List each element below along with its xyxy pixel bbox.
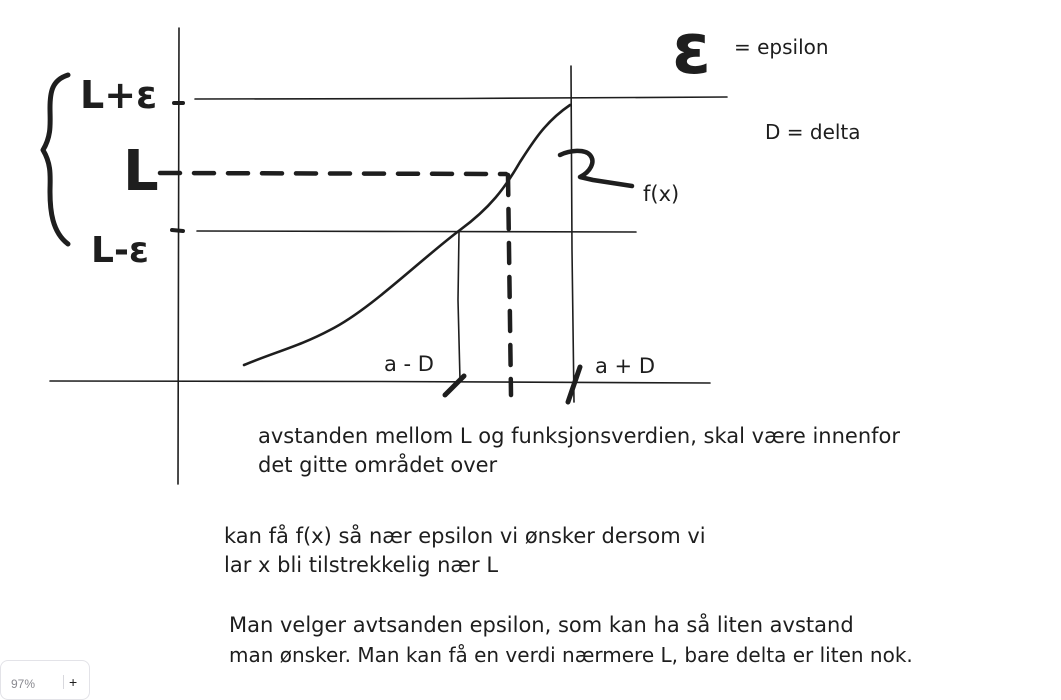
lower-bound-label: L-ɛ	[91, 230, 149, 271]
note-line-4: lar x bli tilstrekkelig nær L	[224, 553, 498, 577]
a-dashed-line	[505, 172, 514, 398]
note-line-6: man ønsker. Man kan få en verdi nærmere …	[229, 643, 913, 667]
a-minus-delta-line	[457, 231, 461, 381]
a-plus-delta-label: a + D	[595, 354, 655, 378]
note-line-3: kan få f(x) så nær epsilon vi ønsker der…	[224, 523, 706, 548]
upper-bound-label: L+ɛ	[80, 73, 157, 117]
epsilon-brace	[40, 72, 71, 247]
lower-label-dash	[170, 228, 185, 233]
epsilon-legend: = epsilon	[734, 35, 829, 59]
zoom-in-button[interactable]: +	[69, 674, 78, 690]
note-line-5: Man velger avtsanden epsilon, som kan ha…	[229, 612, 854, 637]
lower-epsilon-line	[196, 230, 637, 233]
function-pointer	[557, 148, 635, 189]
a-minus-tick	[442, 373, 467, 398]
a-plus-tick	[565, 364, 583, 405]
zoom-level: 97%	[11, 677, 36, 691]
function-curve	[242, 103, 572, 367]
a-minus-delta-label: a - D	[384, 352, 434, 376]
a-plus-delta-line	[570, 65, 575, 403]
function-label: f(x)	[643, 182, 679, 206]
upper-epsilon-line	[194, 96, 728, 100]
note-line-1: avstanden mellom L og funksjonsverdien, …	[258, 424, 900, 448]
whiteboard-canvas[interactable]: L+ɛ L L-ɛ f(x) a - D a + D ɛ = epsilon D…	[0, 0, 1061, 684]
delta-legend: D = delta	[765, 120, 861, 144]
zoom-divider	[63, 675, 64, 689]
limit-label: L	[123, 139, 159, 204]
x-axis	[49, 380, 711, 384]
note-line-2: det gitte området over	[258, 452, 498, 477]
zoom-control[interactable]: 97% +	[0, 660, 90, 700]
l-dashed-line	[157, 170, 509, 177]
epsilon-symbol: ɛ	[672, 8, 711, 90]
y-axis	[177, 27, 180, 485]
